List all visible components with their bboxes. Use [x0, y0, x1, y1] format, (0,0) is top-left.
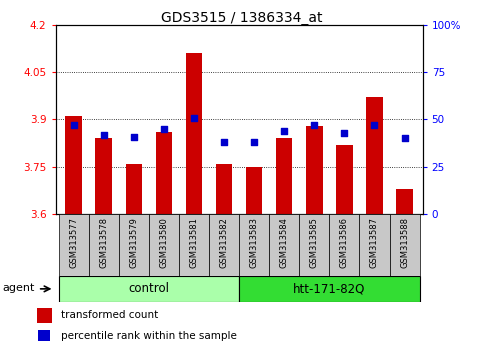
- Bar: [37, 308, 53, 323]
- Text: GSM313585: GSM313585: [310, 217, 319, 268]
- Text: GSM313578: GSM313578: [99, 217, 108, 268]
- Bar: [366, 97, 383, 214]
- Point: [280, 128, 288, 134]
- Text: GSM313587: GSM313587: [370, 217, 379, 268]
- Point: [100, 132, 108, 137]
- Bar: [89, 214, 119, 276]
- Bar: [359, 214, 389, 276]
- Point: [341, 130, 348, 136]
- Point: [401, 136, 409, 141]
- Text: GSM313579: GSM313579: [129, 217, 138, 268]
- Bar: [179, 214, 209, 276]
- Bar: [389, 214, 420, 276]
- Text: GSM313584: GSM313584: [280, 217, 289, 268]
- Bar: [329, 214, 359, 276]
- Bar: [185, 53, 202, 214]
- Text: GSM313583: GSM313583: [250, 217, 258, 268]
- Bar: [276, 138, 293, 214]
- Bar: [58, 276, 239, 302]
- Bar: [336, 145, 353, 214]
- Point: [190, 115, 198, 120]
- Text: GSM313577: GSM313577: [69, 217, 78, 268]
- Text: GSM313588: GSM313588: [400, 217, 409, 268]
- Text: agent: agent: [3, 282, 35, 293]
- Point: [220, 139, 228, 145]
- Bar: [96, 138, 112, 214]
- Point: [130, 134, 138, 139]
- Text: GSM313581: GSM313581: [189, 217, 199, 268]
- Point: [311, 122, 318, 128]
- Bar: [149, 214, 179, 276]
- Bar: [126, 164, 142, 214]
- Bar: [209, 214, 239, 276]
- Bar: [306, 126, 323, 214]
- Point: [250, 139, 258, 145]
- Bar: [239, 276, 420, 302]
- Text: GDS3515 / 1386334_at: GDS3515 / 1386334_at: [161, 11, 322, 25]
- Bar: [58, 214, 89, 276]
- Text: transformed count: transformed count: [61, 310, 158, 320]
- Bar: [299, 214, 329, 276]
- Bar: [65, 116, 82, 214]
- Bar: [396, 189, 413, 214]
- Text: percentile rank within the sample: percentile rank within the sample: [61, 331, 237, 341]
- Point: [160, 126, 168, 132]
- Text: GSM313586: GSM313586: [340, 217, 349, 268]
- Point: [370, 122, 378, 128]
- Bar: [269, 214, 299, 276]
- Bar: [38, 330, 50, 341]
- Bar: [246, 167, 262, 214]
- Text: GSM313580: GSM313580: [159, 217, 169, 268]
- Text: control: control: [128, 282, 170, 295]
- Bar: [156, 132, 172, 214]
- Text: htt-171-82Q: htt-171-82Q: [293, 282, 366, 295]
- Bar: [216, 164, 232, 214]
- Point: [70, 122, 77, 128]
- Bar: [239, 214, 269, 276]
- Bar: [119, 214, 149, 276]
- Text: GSM313582: GSM313582: [220, 217, 228, 268]
